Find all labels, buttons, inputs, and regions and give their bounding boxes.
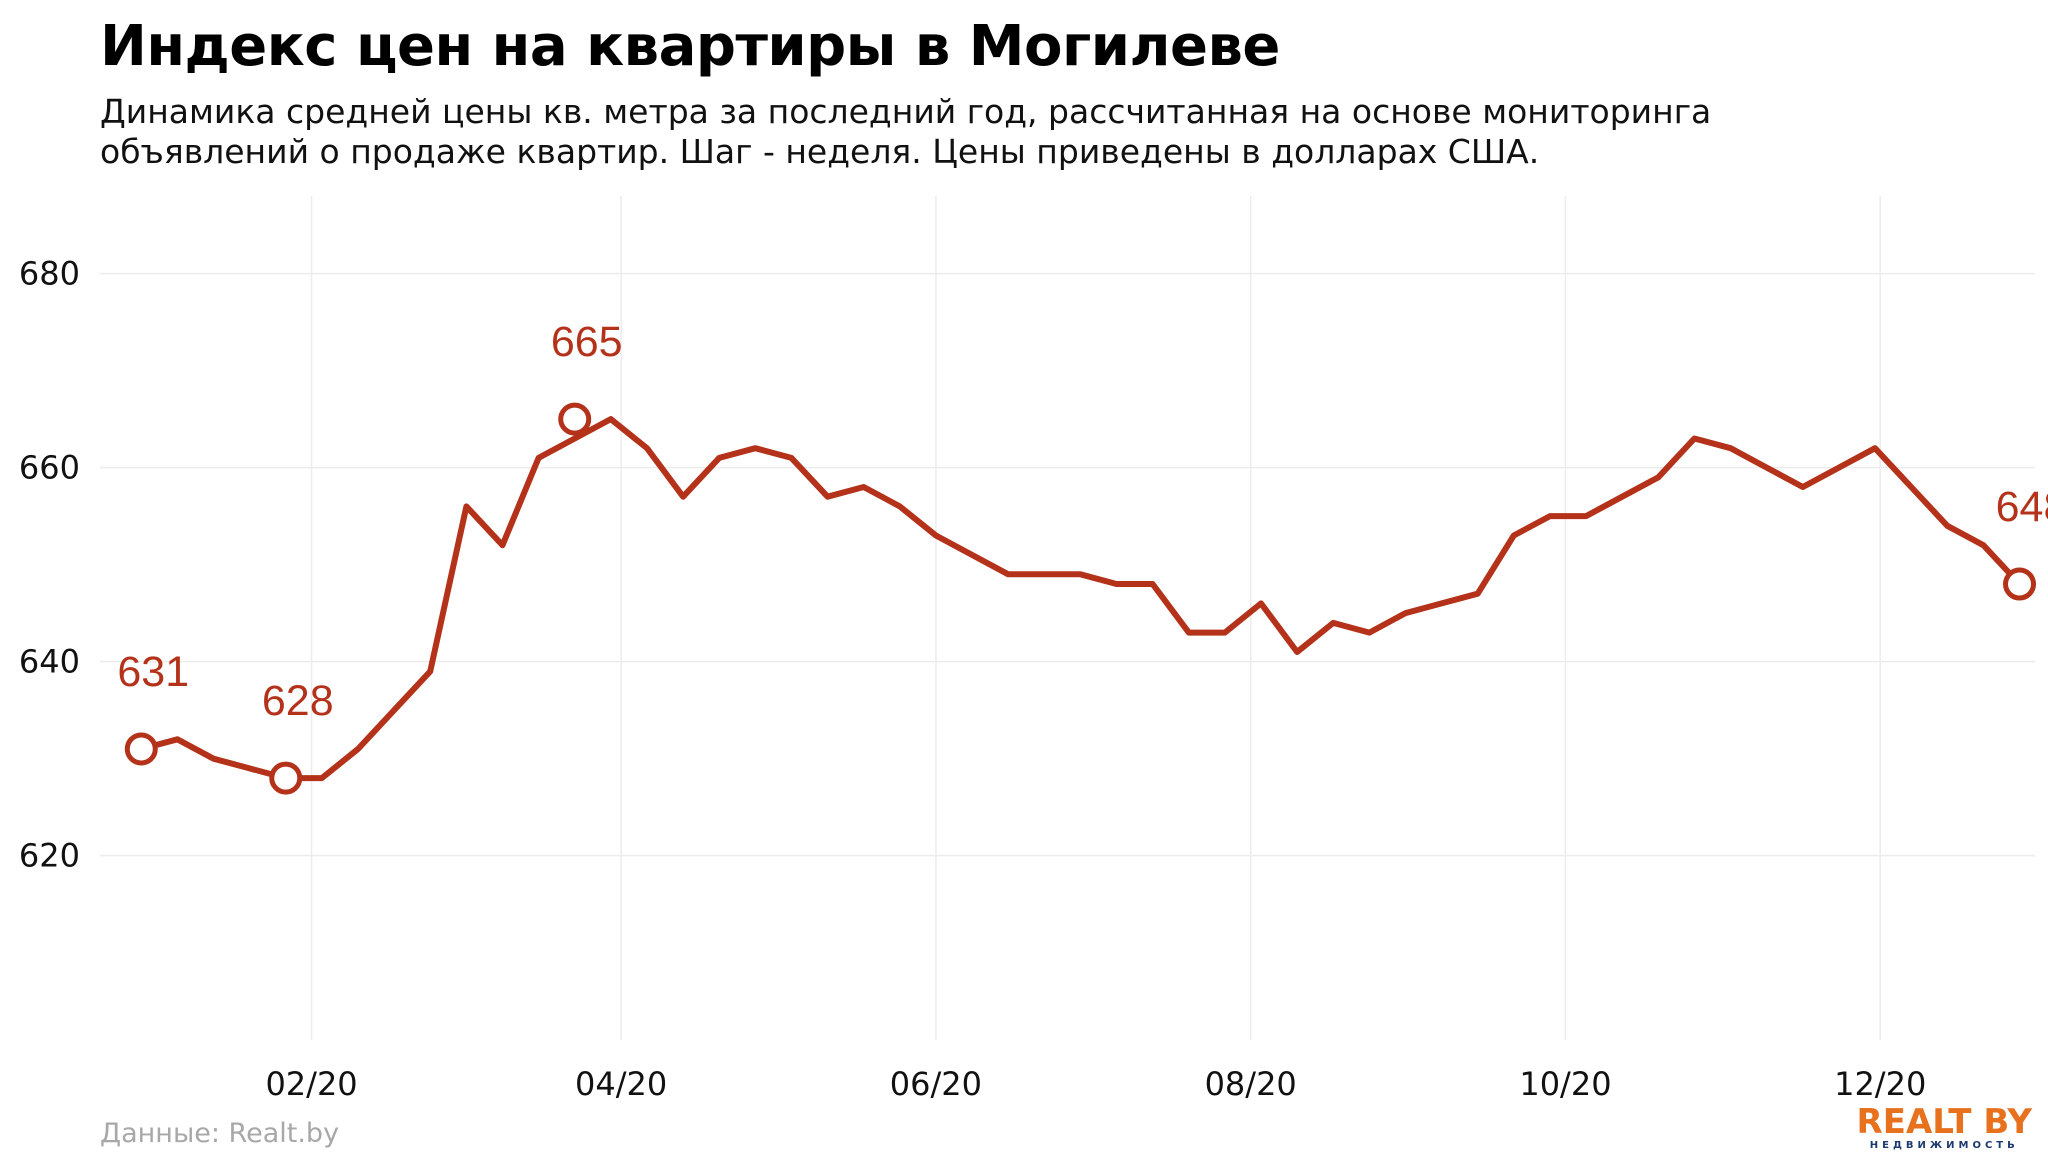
chart-title: Индекс цен на квартиры в Могилеве [100, 14, 1280, 79]
realt-logo: REALT BY НЕДВИЖИМОСТЬ [1857, 1104, 2032, 1152]
logo-sub-text: НЕДВИЖИМОСТЬ [1869, 1140, 2019, 1151]
annotation-label: 631 [117, 648, 189, 696]
subtitle-line-2: объявлений о продаже квартир. Шаг - неде… [100, 132, 1540, 171]
annotations: 631 628 665 648 [117, 318, 2048, 795]
annotation-label: 628 [262, 677, 334, 725]
x-tick-label: 10/20 [1519, 1065, 1611, 1103]
x-tick-label: 08/20 [1205, 1065, 1297, 1103]
annotation-marker [124, 732, 158, 766]
x-tick-label: 02/20 [265, 1065, 357, 1103]
annotation-label: 665 [551, 318, 623, 366]
price-line [138, 416, 2023, 782]
y-axis: 620 640 660 680 [19, 255, 80, 875]
annotation-marker [558, 402, 592, 436]
chart-subtitle: Динамика средней цены кв. метра за после… [100, 92, 1712, 172]
annotation-marker [269, 761, 303, 795]
y-tick-label: 660 [19, 449, 80, 487]
grid-lines [100, 196, 2035, 1040]
data-source: Данные: Realt.by [100, 1118, 340, 1149]
x-tick-label: 06/20 [890, 1065, 982, 1103]
price-series [138, 416, 2023, 782]
annotation-marker [2003, 567, 2037, 601]
subtitle-line-1: Динамика средней цены кв. метра за после… [100, 92, 1712, 131]
annotation-label: 648 [1996, 483, 2048, 531]
logo-brand-text: REALT BY [1856, 1102, 2032, 1142]
y-tick-label: 680 [19, 255, 80, 293]
x-tick-label: 12/20 [1834, 1065, 1926, 1103]
x-axis: 02/20 04/20 06/20 08/20 10/20 12/20 [265, 1065, 1926, 1103]
y-tick-label: 620 [19, 837, 80, 875]
y-tick-label: 640 [19, 643, 80, 681]
x-tick-label: 04/20 [575, 1065, 667, 1103]
